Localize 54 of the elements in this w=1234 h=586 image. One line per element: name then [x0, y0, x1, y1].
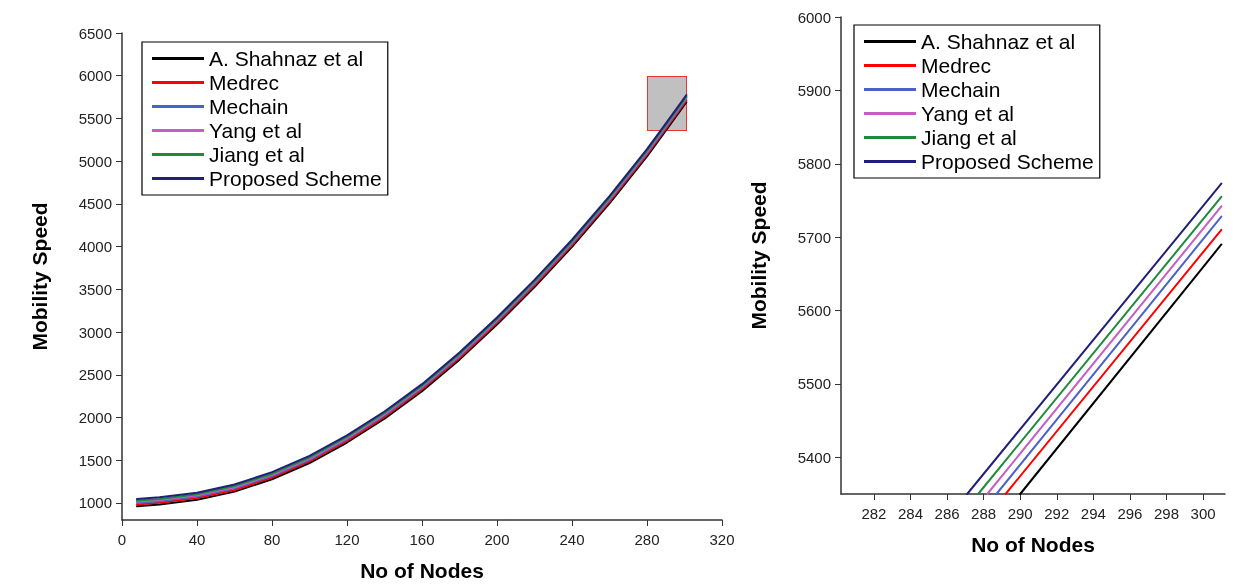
- x-tick-label: 288: [971, 505, 997, 522]
- x-tick-label: 0: [117, 531, 127, 548]
- legend-label: Medrec: [209, 71, 280, 94]
- legend-label: Yang et al: [209, 119, 303, 142]
- y-tick-label: 5000: [78, 152, 112, 170]
- y-tick-label: 3000: [78, 323, 112, 341]
- legend-label: Medrec: [921, 54, 992, 77]
- y-tick-label: 6000: [78, 67, 112, 85]
- x-tick-label: 296: [1117, 505, 1143, 522]
- legend-label: Mechain: [921, 78, 1001, 101]
- y-tick-label: 5500: [78, 109, 112, 127]
- x-tick-label: 120: [334, 531, 360, 548]
- legend-label: Yang et al: [921, 102, 1015, 125]
- x-tick-label: 80: [263, 531, 281, 548]
- x-tick-label: 280: [634, 531, 660, 548]
- y-axis-title: Mobility Speed: [28, 202, 51, 351]
- x-tick-label: 200: [484, 531, 510, 548]
- x-tick-label: 286: [934, 505, 960, 522]
- y-tick-label: 5500: [797, 375, 831, 393]
- y-tick-label: 5700: [797, 228, 831, 246]
- legend-label: Proposed Scheme: [209, 167, 382, 190]
- y-tick-label: 4000: [78, 238, 112, 256]
- y-tick-label: 6500: [78, 24, 112, 42]
- x-tick-label: 284: [897, 505, 923, 522]
- y-tick-label: 5600: [797, 302, 831, 320]
- y-tick-label: 2000: [78, 408, 112, 426]
- legend-label: Jiang et al: [921, 126, 1017, 149]
- x-tick-label: 290: [1007, 505, 1033, 522]
- x-tick-label: 300: [1190, 505, 1216, 522]
- x-tick-label: 298: [1153, 505, 1179, 522]
- y-tick-label: 5800: [797, 155, 831, 173]
- legend-label: Jiang et al: [209, 143, 305, 166]
- y-tick-label: 1000: [78, 494, 112, 512]
- y-tick-label: 5400: [797, 448, 831, 466]
- y-tick-label: 5900: [797, 81, 831, 99]
- y-tick-label: 3500: [78, 280, 112, 298]
- x-tick-label: 292: [1044, 505, 1070, 522]
- x-tick-label: 40: [188, 531, 206, 548]
- legend-label: Proposed Scheme: [921, 150, 1094, 173]
- x-tick-label: 282: [861, 505, 887, 522]
- y-tick-label: 6000: [797, 8, 831, 26]
- x-axis-title: No of Nodes: [360, 559, 484, 582]
- x-tick-label: 320: [709, 531, 735, 548]
- x-tick-label: 160: [409, 531, 435, 548]
- y-tick-label: 1500: [78, 451, 112, 469]
- x-tick-label: 294: [1080, 505, 1106, 522]
- y-tick-label: 2500: [78, 366, 112, 384]
- x-tick-label: 240: [559, 531, 585, 548]
- legend-label: A. Shahnaz et al: [209, 47, 364, 70]
- legend-label: Mechain: [209, 95, 289, 118]
- y-tick-label: 4500: [78, 195, 112, 213]
- y-axis-title: Mobility Speed: [747, 181, 770, 330]
- legend-label: A. Shahnaz et al: [921, 30, 1076, 53]
- x-axis-title: No of Nodes: [971, 533, 1095, 556]
